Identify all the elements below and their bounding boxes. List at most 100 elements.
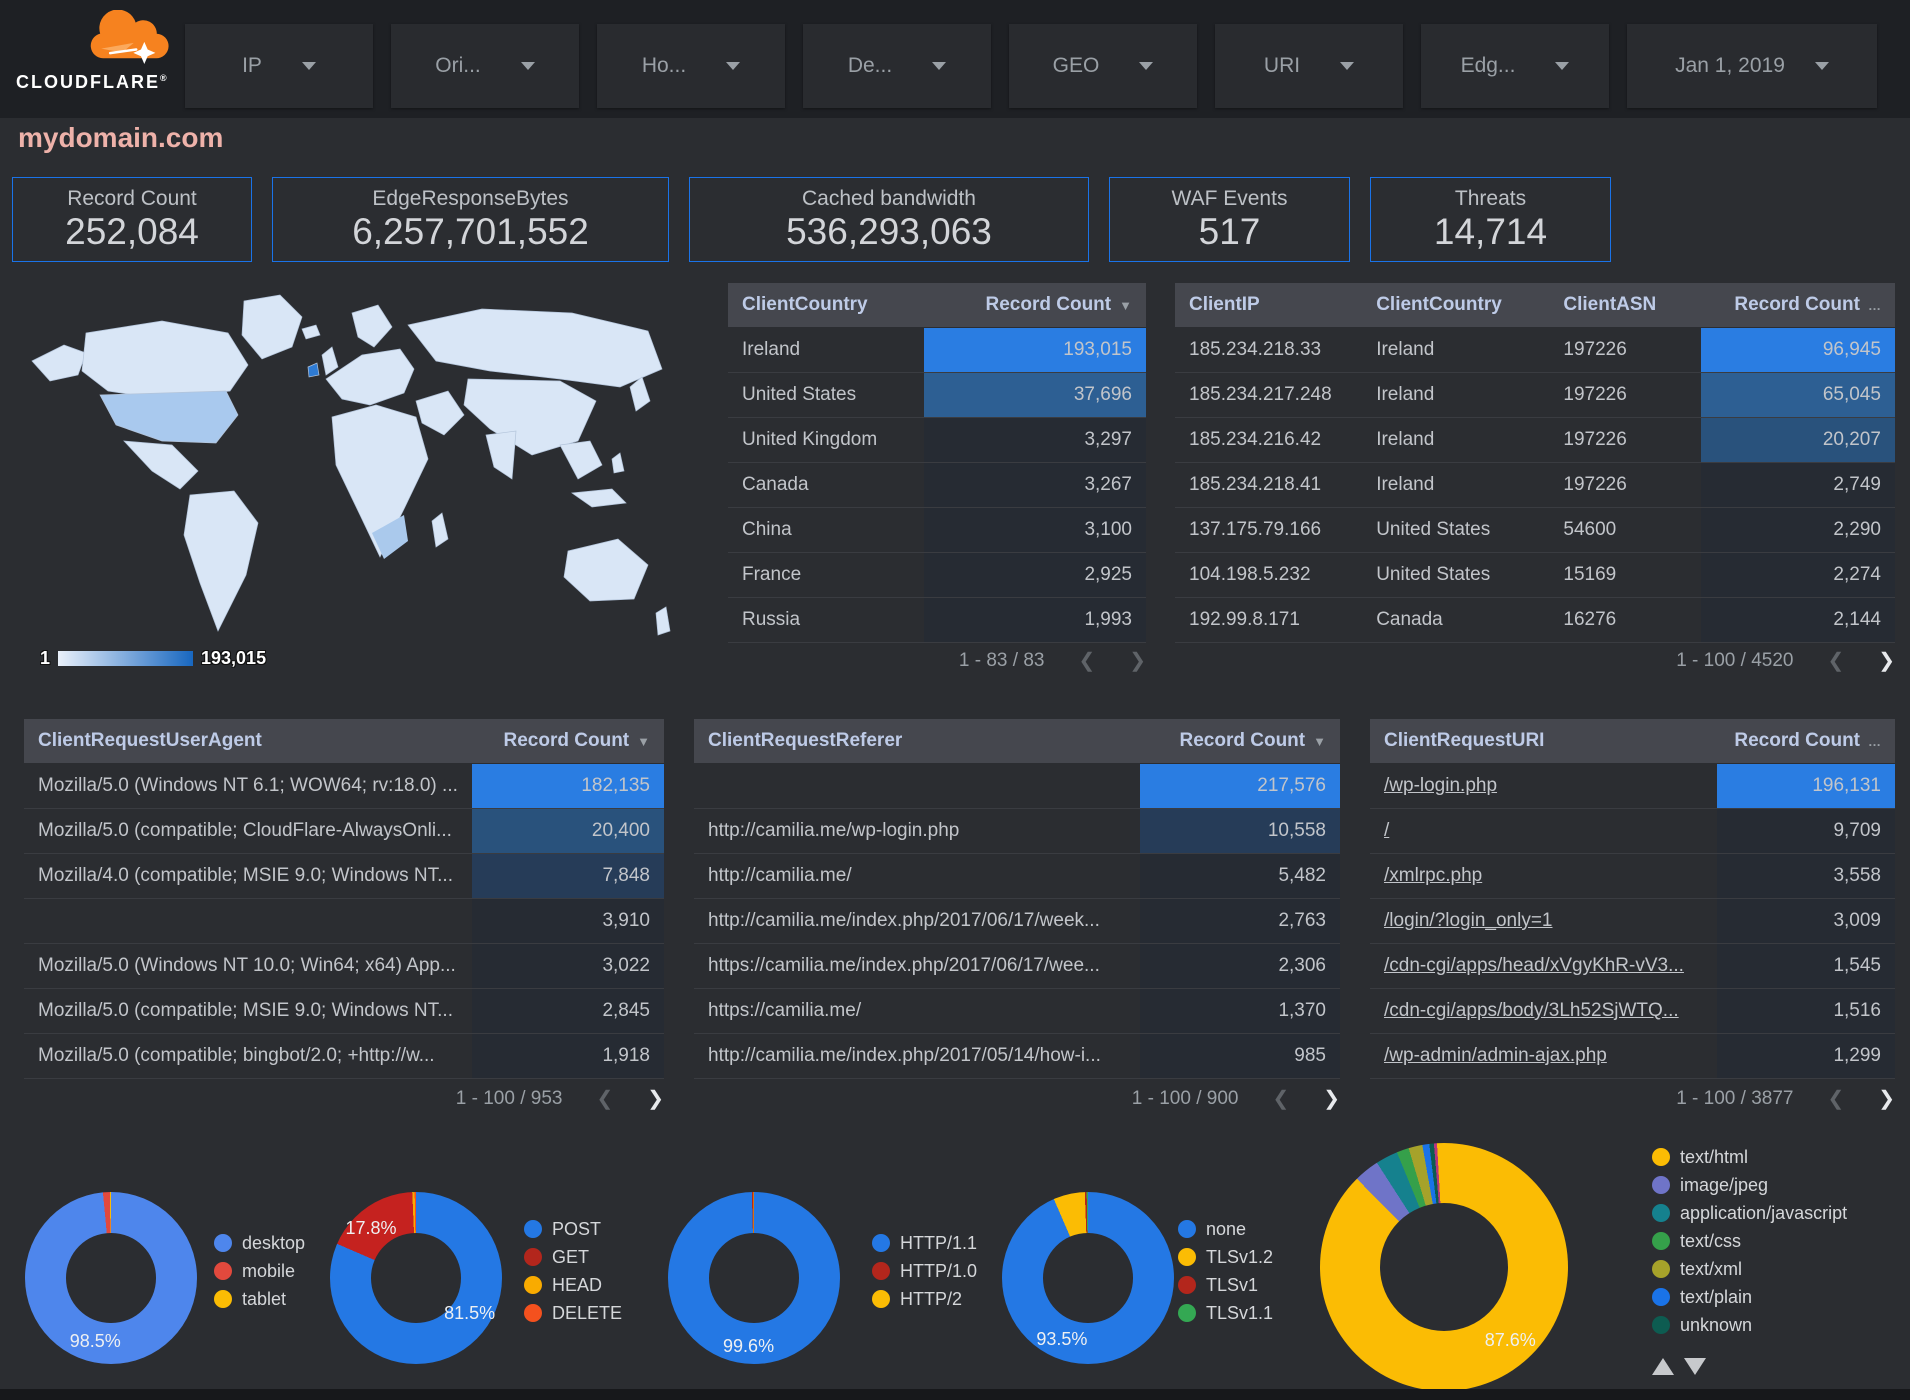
cell-count: 182,135 xyxy=(472,764,664,809)
legend-item: TLSv1 xyxy=(1178,1275,1273,1295)
column-header[interactable]: ClientCountry xyxy=(1362,283,1550,327)
column-header-sorted[interactable]: Record Count… xyxy=(1716,719,1895,763)
chevron-left-icon[interactable]: ❮ xyxy=(1078,650,1096,672)
filter-uri[interactable]: URI xyxy=(1215,24,1403,108)
cell-ip: 185.234.218.33 xyxy=(1175,328,1363,373)
scroll-down-icon[interactable] xyxy=(1684,1358,1706,1375)
device-type-donut: 98.5% xyxy=(25,1192,197,1364)
world-map-svg xyxy=(31,294,671,636)
uri-link[interactable]: /cdn-cgi/apps/head/xVgyKhR-vV3... xyxy=(1384,955,1684,976)
filter-label: De... xyxy=(847,54,893,77)
pagination-range: 1 - 100 / 3877 xyxy=(1676,1087,1794,1109)
column-header[interactable]: ClientRequestUserAgent xyxy=(24,719,472,763)
chevron-left-icon[interactable]: ❮ xyxy=(1827,650,1845,672)
sort-desc-icon: ▼ xyxy=(1119,297,1132,313)
cell-uri: /wp-admin/admin-ajax.php xyxy=(1370,1034,1717,1079)
scorecard-label: WAF Events xyxy=(1171,186,1288,210)
column-header-sorted[interactable]: Record Count ▼ xyxy=(924,283,1146,327)
map-china xyxy=(463,378,597,456)
chevron-right-icon[interactable]: ❯ xyxy=(647,1088,664,1110)
scorecard-label: Record Count xyxy=(67,186,197,210)
uri-link[interactable]: /xmlrpc.php xyxy=(1384,865,1483,886)
legend-swatch xyxy=(1652,1148,1670,1166)
world-map[interactable]: 1 193,015 xyxy=(12,283,682,683)
scorecard-value: 536,293,063 xyxy=(786,210,992,252)
cell-count: 3,558 xyxy=(1716,854,1895,899)
chevron-left-icon[interactable]: ❮ xyxy=(1827,1088,1845,1110)
cell-referer: https://camilia.me/ xyxy=(694,989,1140,1034)
filter-geo[interactable]: GEO xyxy=(1009,24,1197,108)
uri-link[interactable]: /wp-admin/admin-ajax.php xyxy=(1384,1045,1607,1066)
chevron-left-icon[interactable]: ❮ xyxy=(596,1088,614,1110)
cell-count: 1,993 xyxy=(924,598,1146,643)
scroll-up-icon[interactable] xyxy=(1652,1358,1674,1375)
legend-item: tablet xyxy=(214,1289,305,1309)
cell-ip: 185.234.216.42 xyxy=(1175,418,1363,463)
column-header-sorted[interactable]: Record Count… xyxy=(1700,283,1895,327)
cell-count: 3,009 xyxy=(1716,899,1895,944)
cell-count: 20,400 xyxy=(472,809,664,854)
map-madagascar xyxy=(431,512,449,548)
column-header[interactable]: ClientASN xyxy=(1549,283,1701,327)
scorecard-value: 517 xyxy=(1198,210,1261,252)
legend-swatch xyxy=(1178,1248,1196,1266)
cloudflare-logo: CLOUDFLARE® xyxy=(14,6,174,116)
cell-count: 20,207 xyxy=(1700,418,1895,463)
cell-user-agent: Mozilla/5.0 (Windows NT 10.0; Win64; x64… xyxy=(24,944,472,989)
filter-origin[interactable]: Ori... xyxy=(391,24,579,108)
http-version-legend: HTTP/1.1 HTTP/1.0 HTTP/2 xyxy=(872,1233,977,1309)
slice-percent-label: 98.5% xyxy=(69,1330,121,1351)
filter-edge[interactable]: Edg... xyxy=(1421,24,1609,108)
cell-count: 96,945 xyxy=(1700,328,1895,373)
cell-asn: 197226 xyxy=(1549,463,1701,508)
filter-bar: IP Ori... Ho... De... GEO URI Edg... Ja xyxy=(185,24,1877,108)
legend-item: HTTP/1.0 xyxy=(872,1261,977,1281)
column-header-sorted[interactable]: Record Count ▼ xyxy=(472,719,664,763)
legend-swatch xyxy=(214,1234,232,1252)
cell-ip: 137.175.79.166 xyxy=(1175,508,1363,553)
legend-swatch xyxy=(1178,1304,1196,1322)
column-header[interactable]: ClientRequestReferer xyxy=(694,719,1140,763)
http-version-donut: 99.6% xyxy=(668,1192,840,1364)
legend-gradient-bar xyxy=(58,651,194,666)
cell-country: Canada xyxy=(1362,598,1550,643)
client-country-table: ClientCountry Record Count ▼ Ireland 193,0… xyxy=(728,283,1146,643)
chevron-left-icon[interactable]: ❮ xyxy=(1272,1088,1290,1110)
chevron-right-icon[interactable]: ❯ xyxy=(1878,1088,1895,1110)
chevron-down-icon xyxy=(520,62,535,70)
scorecard-value: 6,257,701,552 xyxy=(352,210,589,252)
map-japan xyxy=(629,376,651,412)
column-header[interactable]: ClientCountry xyxy=(728,283,925,327)
filter-ip[interactable]: IP xyxy=(185,24,373,108)
tls-version-donut: 93.5% xyxy=(1002,1192,1174,1364)
legend-item: TLSv1.2 xyxy=(1178,1247,1273,1267)
cell-count: 2,290 xyxy=(1700,508,1895,553)
chevron-right-icon[interactable]: ❯ xyxy=(1129,650,1146,672)
filter-label: URI xyxy=(1263,54,1301,77)
chevron-right-icon[interactable]: ❯ xyxy=(1323,1088,1340,1110)
cell-count: 1,918 xyxy=(472,1034,664,1079)
column-header-sorted[interactable]: Record Count ▼ xyxy=(1139,719,1340,763)
chevron-right-icon[interactable]: ❯ xyxy=(1878,650,1895,672)
pagination-country: 1 - 83 / 83 ❮ ❯ xyxy=(959,648,1146,673)
legend-swatch xyxy=(1178,1276,1196,1294)
cell-user-agent: Mozilla/5.0 (Windows NT 6.1; WOW64; rv:1… xyxy=(24,764,472,809)
filter-device[interactable]: De... xyxy=(803,24,991,108)
page-title: mydomain.com xyxy=(18,122,224,153)
cell-country: Ireland xyxy=(1362,373,1550,418)
scorecard-threats: Threats 14,714 xyxy=(1370,177,1611,262)
pagination-referer: 1 - 100 / 900 ❮ ❯ xyxy=(1132,1086,1340,1111)
legend-item: none xyxy=(1178,1219,1273,1239)
legend-swatch xyxy=(1178,1220,1196,1238)
uri-link[interactable]: /wp-login.php xyxy=(1384,775,1498,796)
column-header[interactable]: ClientRequestURI xyxy=(1370,719,1717,763)
uri-link[interactable]: /login/?login_only=1 xyxy=(1384,910,1553,931)
cell-uri: /login/?login_only=1 xyxy=(1370,899,1717,944)
legend-item: application/javascript xyxy=(1652,1203,1847,1223)
column-header[interactable]: ClientIP xyxy=(1175,283,1363,327)
filter-host[interactable]: Ho... xyxy=(597,24,785,108)
uri-link[interactable]: / xyxy=(1384,820,1390,841)
date-range-picker[interactable]: Jan 1, 2019 xyxy=(1627,24,1877,108)
uri-link[interactable]: /cdn-cgi/apps/body/3Lh52SjWTQ... xyxy=(1384,1000,1679,1021)
cell-count: 37,696 xyxy=(924,373,1146,418)
